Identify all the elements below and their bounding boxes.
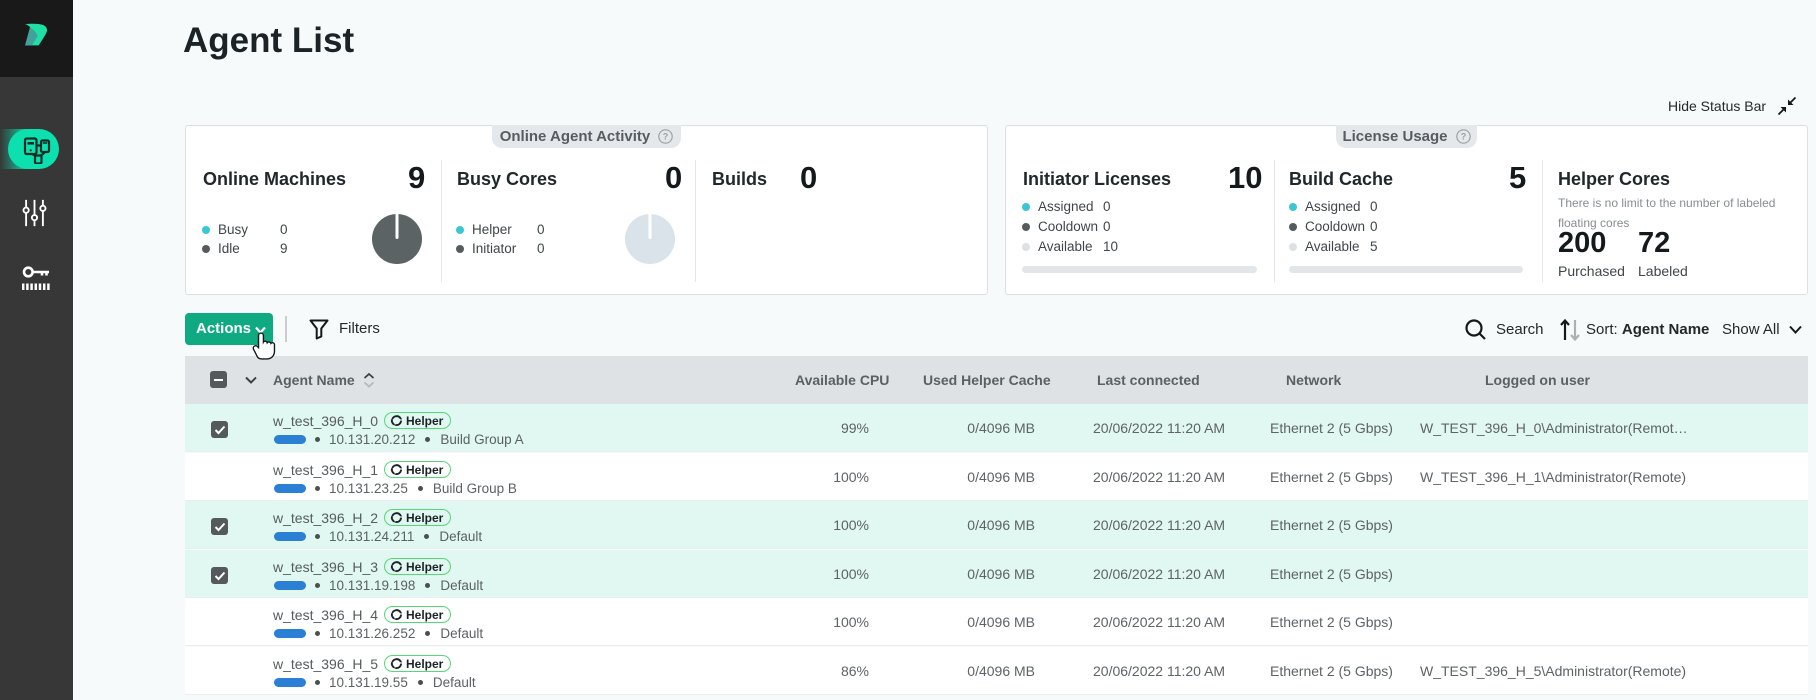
svg-text:?: ? (1460, 132, 1466, 142)
svg-text:?: ? (663, 132, 669, 142)
